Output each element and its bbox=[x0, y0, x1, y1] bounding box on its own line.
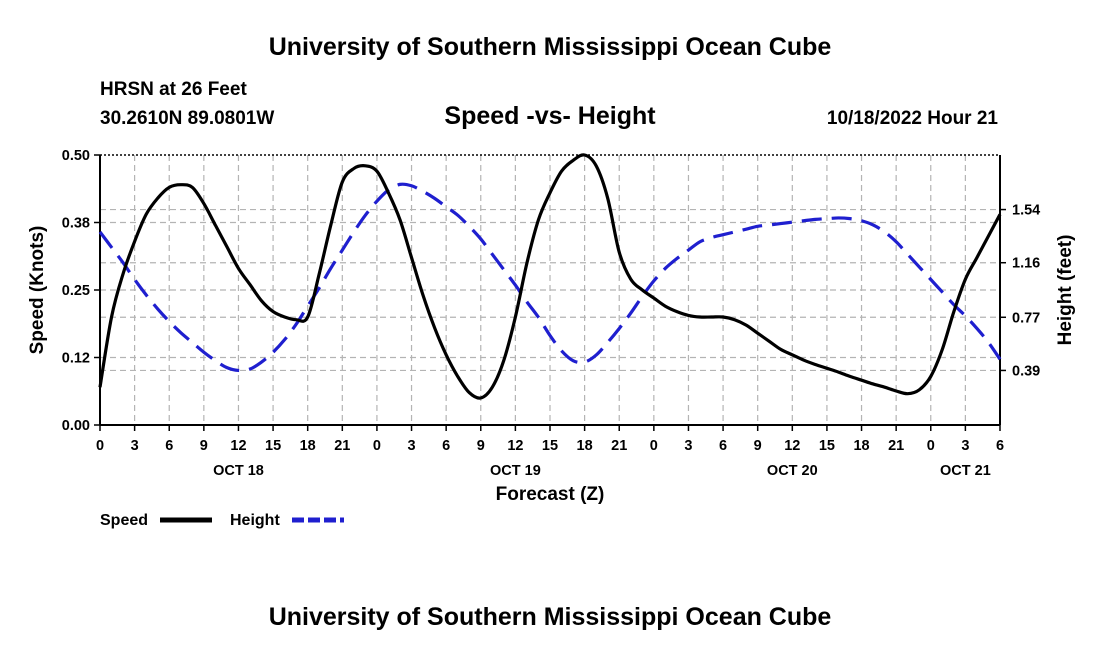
series bbox=[98, 153, 1002, 400]
timestamp-label: 10/18/2022 Hour 21 bbox=[827, 108, 999, 129]
date-label: OCT 20 bbox=[767, 463, 818, 479]
x-tick-label: 6 bbox=[165, 438, 173, 454]
x-tick-label: 3 bbox=[131, 438, 139, 454]
tick-labels: 0 3 6 9 12 15 18 21 0 3 6 9 12 15 18 21 0 3 6 9 12 15 18 21 0 3 6O… bbox=[62, 148, 1040, 479]
x-tick-label: 3 bbox=[407, 438, 415, 454]
x-tick-label: 18 bbox=[300, 438, 316, 454]
x-tick-label: 21 bbox=[611, 438, 627, 454]
date-label: OCT 18 bbox=[213, 463, 264, 479]
x-tick-label: 21 bbox=[888, 438, 904, 454]
y-axis-label: Speed (Knots) bbox=[27, 226, 48, 355]
y-tick-label: 0.25 bbox=[62, 283, 90, 299]
y2-tick-label: 0.39 bbox=[1012, 363, 1040, 379]
x-tick-label: 18 bbox=[853, 438, 869, 454]
legend: Speed Height bbox=[100, 512, 344, 529]
series-height-line bbox=[98, 182, 1002, 373]
x-tick-label: 15 bbox=[542, 438, 558, 454]
date-label: OCT 19 bbox=[490, 463, 541, 479]
legend-speed-label: Speed bbox=[100, 512, 148, 529]
y2-axis-label: Height (feet) bbox=[1055, 235, 1076, 346]
legend-height-label: Height bbox=[230, 512, 280, 529]
y2-tick-label: 0.77 bbox=[1012, 310, 1040, 326]
axes bbox=[94, 154, 1006, 431]
x-axis-label: Forecast (Z) bbox=[496, 484, 605, 505]
x-tick-label: 6 bbox=[442, 438, 450, 454]
x-tick-label: 15 bbox=[265, 438, 281, 454]
x-tick-label: 3 bbox=[684, 438, 692, 454]
y-tick-label: 0.00 bbox=[62, 418, 90, 434]
y2-tick-label: 1.16 bbox=[1012, 256, 1040, 272]
y-tick-label: 0.38 bbox=[62, 216, 90, 232]
series-speed-line bbox=[98, 153, 1002, 400]
x-tick-label: 15 bbox=[819, 438, 835, 454]
x-tick-label: 12 bbox=[230, 438, 246, 454]
x-tick-label: 12 bbox=[784, 438, 800, 454]
y2-tick-label: 1.54 bbox=[1012, 203, 1040, 219]
x-tick-label: 21 bbox=[334, 438, 350, 454]
x-tick-label: 18 bbox=[577, 438, 593, 454]
x-tick-label: 3 bbox=[961, 438, 969, 454]
station-label: HRSN at 26 Feet bbox=[100, 79, 247, 100]
x-tick-label: 9 bbox=[200, 438, 208, 454]
x-tick-label: 0 bbox=[96, 438, 104, 454]
top-title: University of Southern Mississippi Ocean… bbox=[269, 33, 832, 61]
x-tick-label: 6 bbox=[719, 438, 727, 454]
x-tick-label: 6 bbox=[996, 438, 1004, 454]
x-tick-label: 12 bbox=[507, 438, 523, 454]
grid bbox=[100, 155, 1000, 425]
y-tick-label: 0.12 bbox=[62, 351, 90, 367]
x-tick-label: 0 bbox=[650, 438, 658, 454]
bottom-title: University of Southern Mississippi Ocean… bbox=[269, 603, 832, 631]
x-tick-label: 0 bbox=[373, 438, 381, 454]
coordinates-label: 30.2610N 89.0801W bbox=[100, 108, 274, 129]
date-label: OCT 21 bbox=[940, 463, 991, 479]
chart-title: Speed -vs- Height bbox=[444, 102, 656, 130]
x-tick-label: 0 bbox=[927, 438, 935, 454]
x-tick-label: 9 bbox=[754, 438, 762, 454]
y-tick-label: 0.50 bbox=[62, 148, 90, 164]
x-tick-label: 9 bbox=[477, 438, 485, 454]
